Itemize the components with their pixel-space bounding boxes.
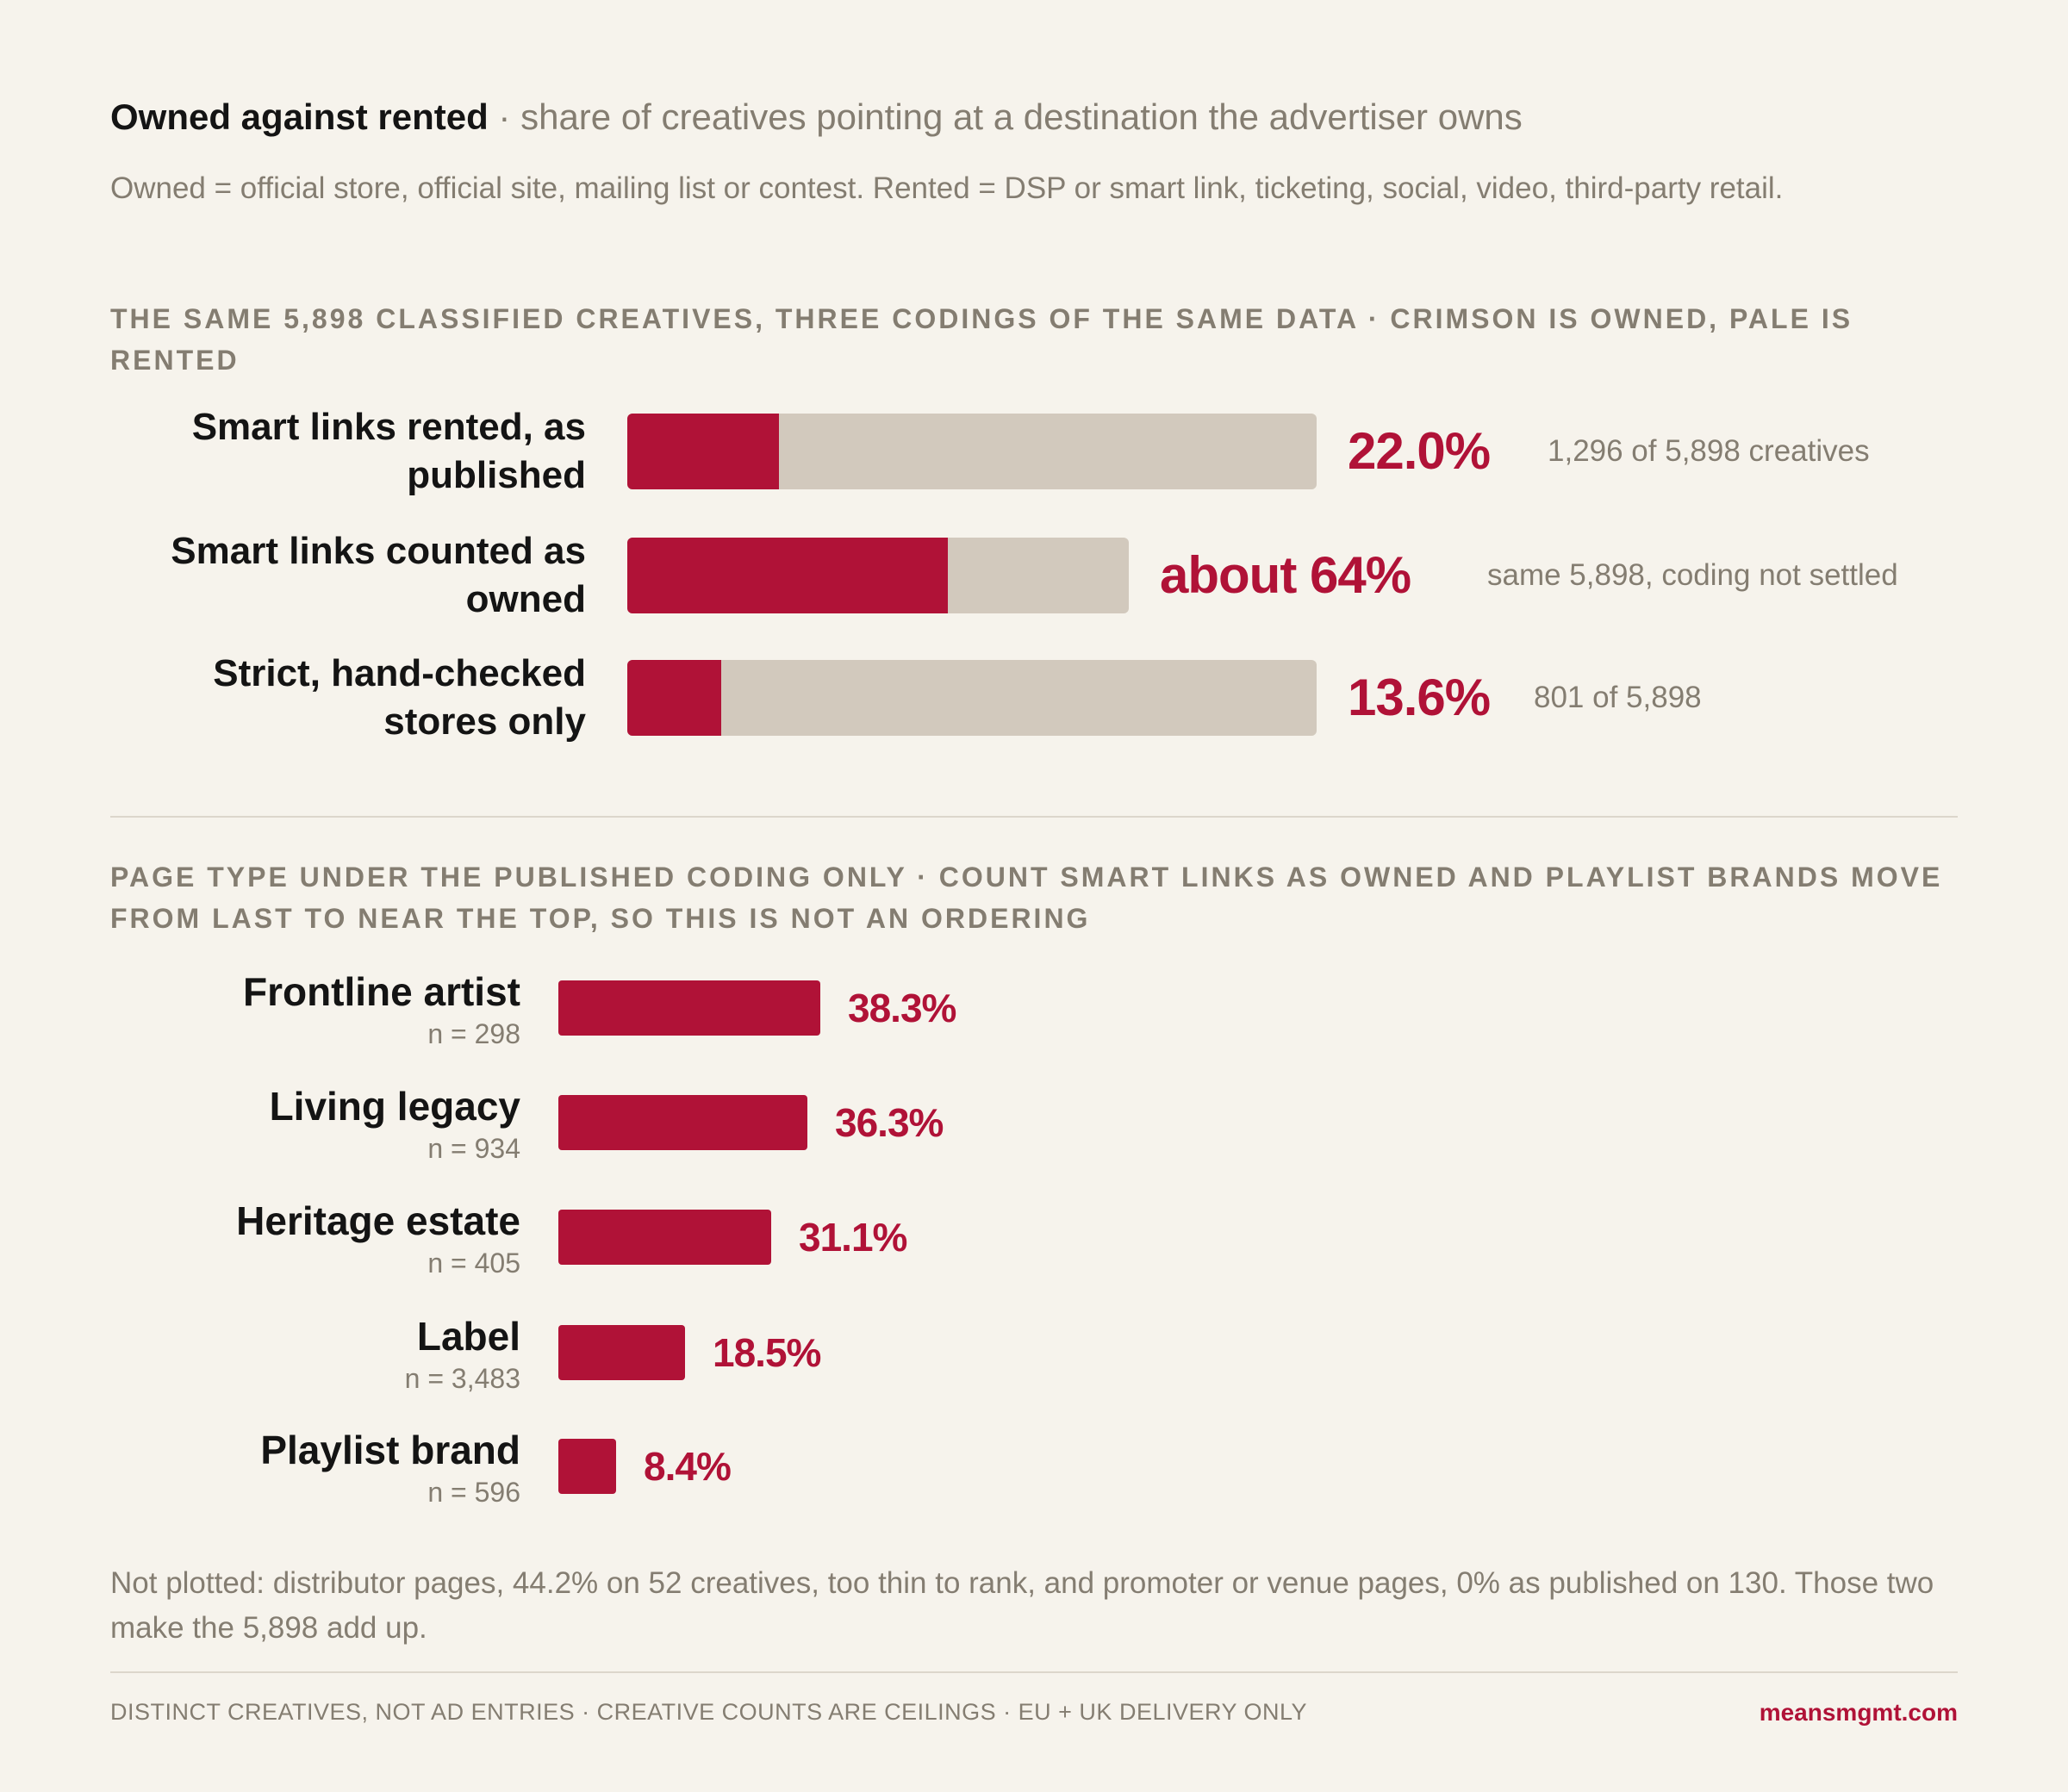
codings-heading: The same 5,898 classified creatives, thr… <box>110 303 1853 376</box>
rented-bar <box>627 414 1317 489</box>
sample-size: n = 934 <box>427 1133 520 1164</box>
page-type-row: Playlist brand n = 596 8.4% <box>110 1428 1958 1508</box>
page-type-bar <box>558 1210 771 1265</box>
definition-text: Owned = official store, official site, m… <box>110 171 1784 205</box>
page-type-label: Heritage estate <box>236 1198 520 1243</box>
footer-brand-link[interactable]: meansmgmt.com <box>1759 1699 1958 1726</box>
page-type-row: Living legacy n = 934 36.3% <box>110 1084 1958 1164</box>
page-type-bar <box>558 1325 685 1380</box>
coding-row: Smart links rented, as published 22.0% 1,2… <box>110 406 1958 496</box>
page-type-label: Living legacy <box>269 1084 520 1129</box>
coding-row: Smart links counted as owned about 64% sam… <box>110 530 1958 620</box>
value-label: about 64% <box>1160 546 1411 604</box>
value-label: 18.5% <box>713 1330 821 1375</box>
coding-note: same 5,898, coding not settled <box>1487 558 1898 592</box>
rented-bar <box>627 538 1129 613</box>
title-separator: · <box>498 96 511 137</box>
value-label: 22.0% <box>1348 422 1491 480</box>
page-type-bar <box>558 1439 616 1494</box>
page-type-row: Heritage estate n = 405 31.1% <box>110 1198 1958 1279</box>
footer-divider <box>110 1671 1958 1673</box>
page-type-row: Frontline artist n = 298 38.3% <box>110 969 1958 1049</box>
coding-note: 1,296 of 5,898 creatives <box>1548 434 1870 468</box>
coding-label: Smart links rented, as published <box>191 406 586 496</box>
value-label: 8.4% <box>644 1444 732 1489</box>
page-type-bar <box>558 1095 807 1150</box>
section-divider <box>110 816 1958 818</box>
value-label: 31.1% <box>799 1215 907 1260</box>
sample-size: n = 405 <box>427 1248 520 1279</box>
sample-size: n = 3,483 <box>404 1363 520 1394</box>
page-type-heading: Page type under the published coding onl… <box>110 862 1943 934</box>
page-type-label: Playlist brand <box>260 1428 520 1472</box>
owned-bar <box>627 414 779 489</box>
chart-subtitle: share of creatives pointing at a destina… <box>520 96 1523 137</box>
rented-bar <box>627 660 1317 736</box>
sample-size: n = 596 <box>427 1477 520 1508</box>
page-type-bar <box>558 980 820 1036</box>
page-type-label: Label <box>416 1314 520 1359</box>
value-label: 38.3% <box>848 986 956 1030</box>
owned-bar <box>627 660 721 736</box>
footnote: Not plotted: distributor pages, 44.2% on… <box>110 1566 1934 1645</box>
coding-row: Strict, hand-checked stores only 13.6% 801… <box>110 652 1958 743</box>
chart-title: Owned against rented <box>110 96 489 137</box>
chart-title-line: Owned against rented · share of creative… <box>110 96 1523 138</box>
coding-note: 801 of 5,898 <box>1534 681 1702 714</box>
value-label: 36.3% <box>835 1100 944 1145</box>
owned-bar <box>627 538 948 613</box>
page-type-row: Label n = 3,483 18.5% <box>110 1314 1958 1394</box>
footer-caveats: DISTINCT CREATIVES, NOT AD ENTRIES · CRE… <box>110 1699 1308 1725</box>
value-label: 13.6% <box>1348 669 1491 726</box>
sample-size: n = 298 <box>427 1018 520 1049</box>
coding-label: Strict, hand-checked stores only <box>213 652 586 743</box>
coding-label: Smart links counted as owned <box>171 530 586 620</box>
page-type-label: Frontline artist <box>242 969 520 1014</box>
